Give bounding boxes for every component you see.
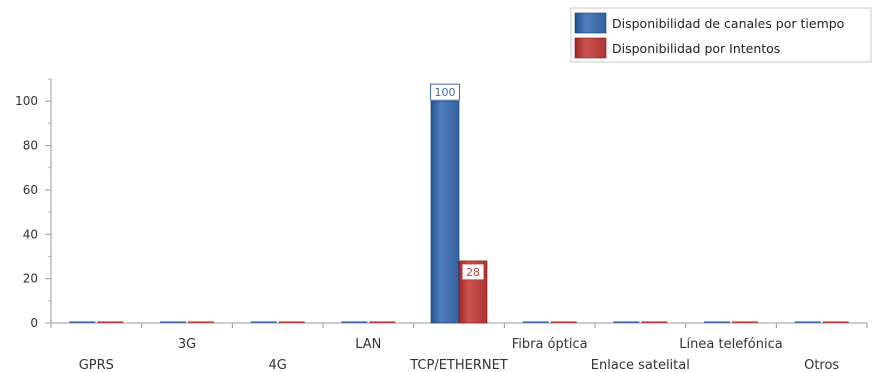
bar xyxy=(613,321,640,323)
legend-label: Disponibilidad por Intentos xyxy=(612,41,780,56)
x-category-label: GPRS xyxy=(79,358,114,372)
bar xyxy=(160,321,186,323)
bar xyxy=(278,321,305,323)
axes: 0 20 40 60 80 100 GPRS 3G 4G LAN TCP/ETHERNET Fibra… xyxy=(15,78,868,372)
data-labels: 100 28 xyxy=(430,83,485,281)
x-category-label: Otros xyxy=(804,358,839,372)
y-tick-label: 80 xyxy=(23,139,38,153)
bar xyxy=(704,321,730,323)
y-tick-label: 0 xyxy=(30,316,38,330)
bar xyxy=(188,321,214,323)
data-label-text: 100 xyxy=(435,86,456,99)
legend-item: Disponibilidad por Intentos xyxy=(574,37,780,59)
bar xyxy=(822,321,849,323)
y-tick-label: 60 xyxy=(23,183,38,197)
y-tick-label: 20 xyxy=(23,272,38,286)
x-category-label: LAN xyxy=(355,337,381,352)
bar xyxy=(550,321,577,323)
bar xyxy=(732,321,758,323)
bar xyxy=(641,321,668,323)
data-label: 100 xyxy=(430,83,460,101)
bar xyxy=(369,321,396,323)
bar xyxy=(522,321,549,323)
legend-box xyxy=(570,7,872,63)
bar xyxy=(794,321,821,323)
legend-item: Disponibilidad de canales por tiempo xyxy=(574,12,844,34)
y-tick-label: 100 xyxy=(15,94,38,108)
x-category-label: Enlace satelital xyxy=(591,358,690,372)
x-category-label: 3G xyxy=(178,337,196,352)
data-label: 28 xyxy=(461,263,485,281)
data-label-text: 28 xyxy=(466,266,480,279)
y-tick-label: 40 xyxy=(23,227,38,241)
x-category-label: Línea telefónica xyxy=(679,337,782,352)
bars xyxy=(69,100,849,324)
bar xyxy=(430,100,460,324)
legend-label: Disponibilidad de canales por tiempo xyxy=(612,16,844,31)
data-label-box xyxy=(430,83,460,101)
data-label-box xyxy=(461,263,485,281)
x-category-label: TCP/ETHERNET xyxy=(409,358,508,372)
legend-swatch xyxy=(574,12,607,34)
x-category-label: 4G xyxy=(268,358,286,372)
x-category-label: Fibra óptica xyxy=(512,337,588,352)
bar xyxy=(97,321,124,323)
bar xyxy=(341,321,368,323)
bar xyxy=(250,321,277,323)
legend-swatch xyxy=(574,37,607,59)
legend: Disponibilidad de canales por tiempo Disp… xyxy=(570,7,872,63)
bar xyxy=(69,321,96,323)
